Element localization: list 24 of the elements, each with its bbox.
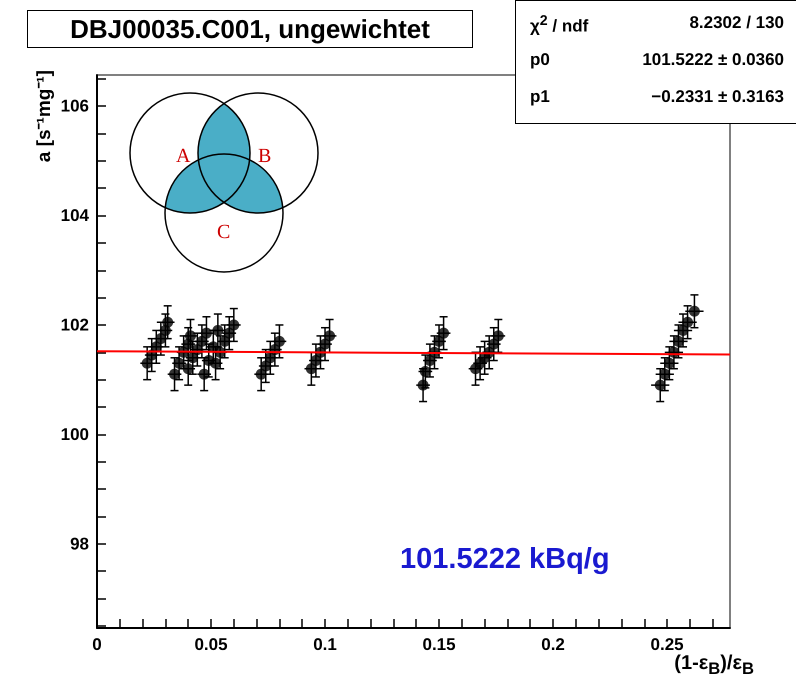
y-axis-title: a [s⁻¹mg⁻¹] [33,70,56,162]
annotation: C [217,221,230,243]
y-tick-label: 102 [60,315,89,334]
x-tick-label: 0.25 [650,635,684,654]
x-tick-label: 0.15 [422,635,456,654]
y-tick-label: 106 [60,96,89,116]
x-tick-label: 0 [92,635,102,654]
y-tick-label: 104 [60,206,90,226]
annotation: B [258,145,272,167]
x-axis-title: (1-ε$_{B}$)/ε$_{B}$ [674,652,754,679]
y-tick-label: 98 [70,534,89,554]
annotation: p1 [530,87,550,108]
text: p0 [530,50,550,71]
text: 8.2302 / 130 [689,13,784,34]
text: χ$^{2}$ / ndf [530,13,588,37]
text: 101.5222 ± 0.0360 [642,50,784,71]
chart-title: DBJ00035.C001, ungewichtet [27,10,473,48]
x-tick-label: 0.05 [194,635,228,654]
x-tick-label: 0.1 [313,635,337,654]
x-tick-label: 0.2 [541,635,565,654]
y-tick-label: 100 [60,424,89,444]
annotation: 101.5222 kBq/g [400,543,610,576]
annotation: A [176,145,191,167]
annotation: −0.2331 ± 0.3163 [651,87,784,108]
